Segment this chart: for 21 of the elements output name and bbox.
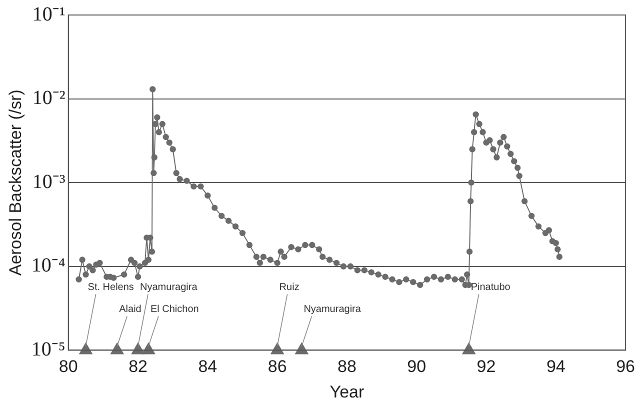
x-tick-label: 90	[407, 357, 426, 376]
x-tick-label: 94	[546, 357, 566, 376]
y-tick-label: 10⁻²	[32, 87, 66, 110]
annotation: Ruiz	[279, 282, 300, 293]
x-tick-label: 96	[616, 357, 636, 376]
annotation: Nyamuragira	[140, 282, 198, 293]
x-tick-label: 92	[476, 357, 496, 376]
x-tick-label: 84	[198, 357, 218, 376]
annotation: St. Helens	[88, 282, 134, 293]
x-tick-label: 86	[268, 357, 287, 376]
annotation: Alaid	[119, 304, 142, 315]
y-tick-label: 10⁻¹	[32, 3, 66, 26]
x-tick-label: 82	[128, 357, 148, 376]
annotation: Nyamuragira	[304, 304, 362, 315]
y-tick-label: 10⁻³	[32, 170, 66, 193]
y-axis-title: Aerosol Backscatter (/sr)	[6, 90, 25, 276]
x-tick-label: 88	[338, 357, 356, 376]
annotation: Pinatubo	[470, 282, 511, 293]
annotation: El Chichon	[150, 304, 199, 315]
x-axis-title: Year	[330, 382, 364, 402]
y-tick-label: 10⁻⁴	[31, 254, 66, 277]
